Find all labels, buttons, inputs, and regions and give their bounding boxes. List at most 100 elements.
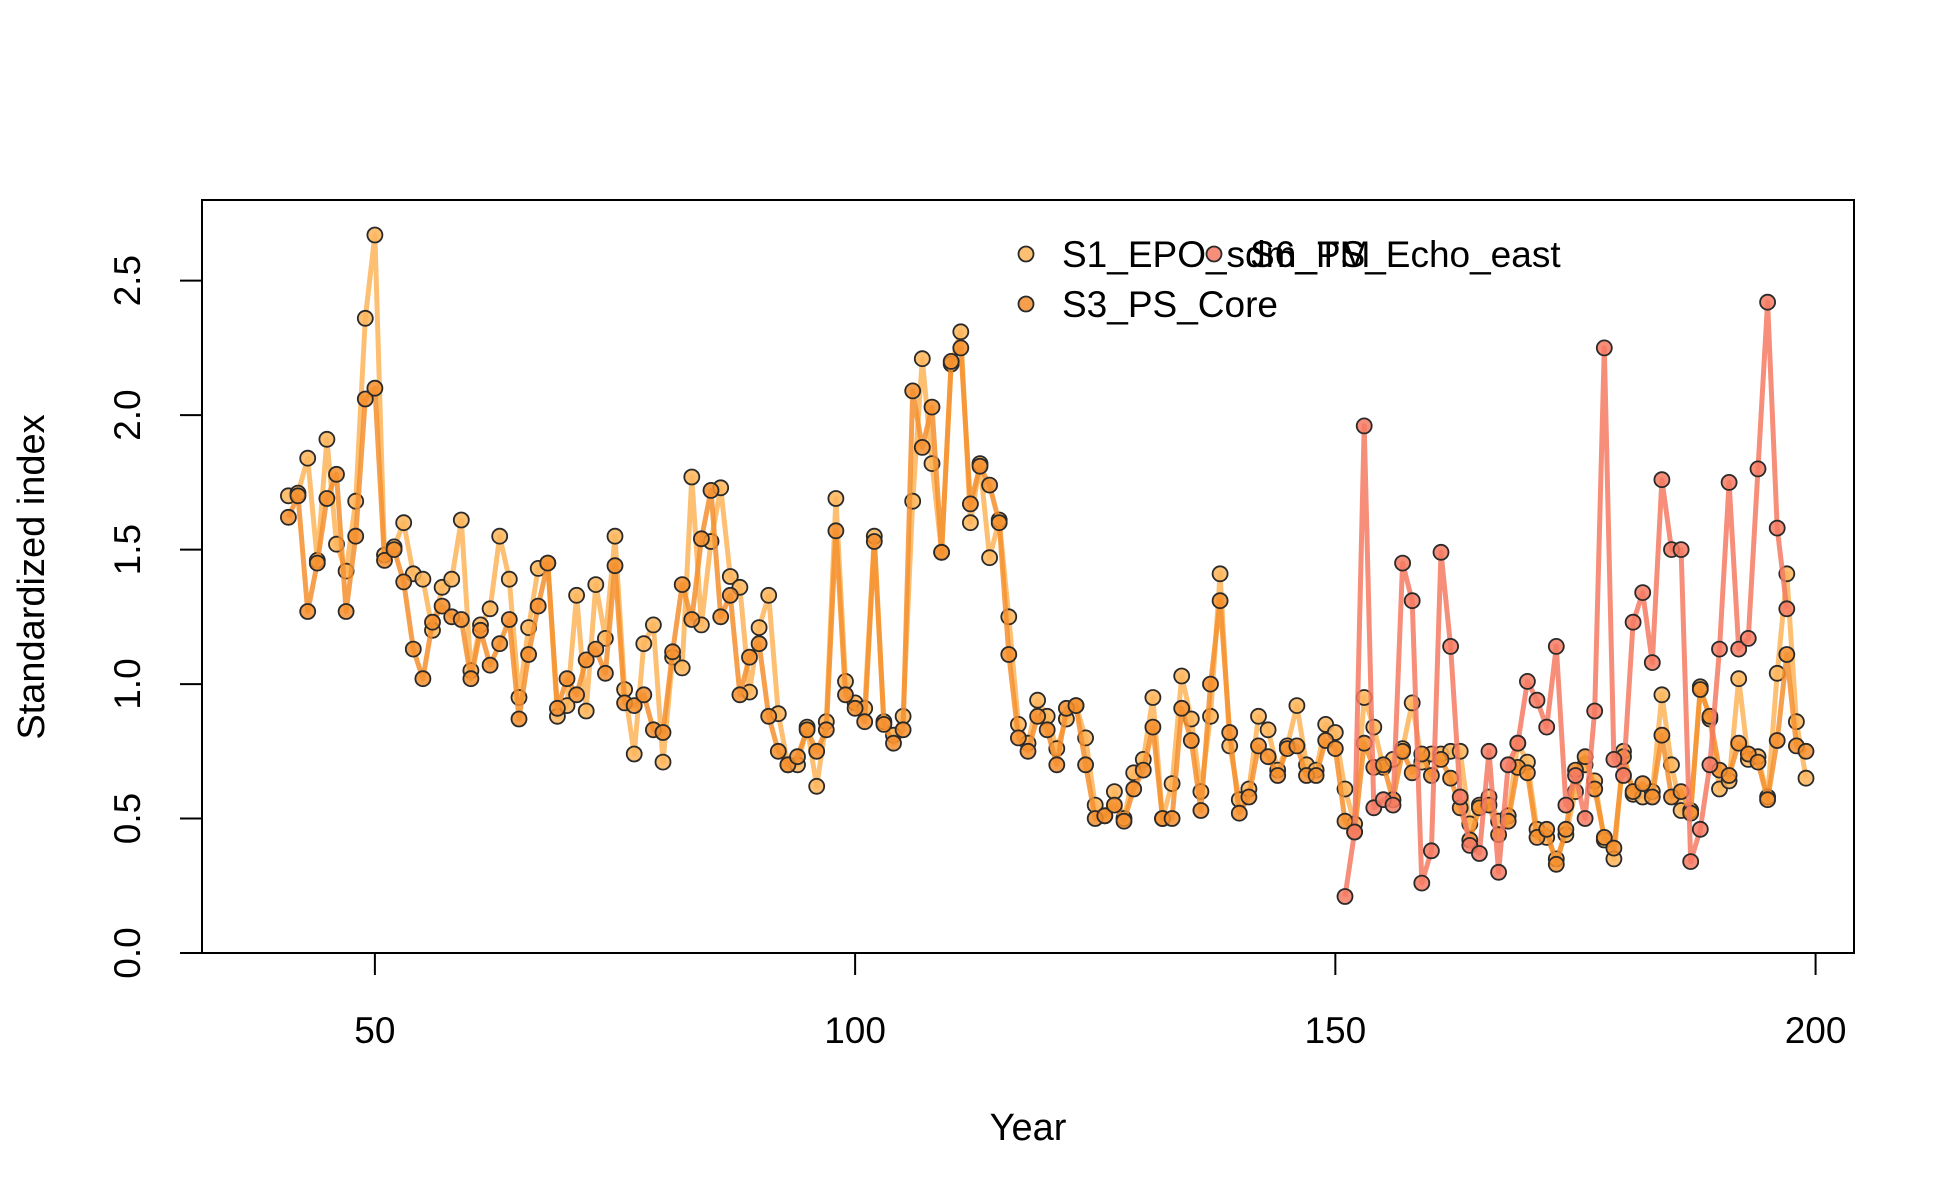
data-point <box>1759 293 1776 311</box>
data-point <box>1720 767 1738 784</box>
data-point <box>308 554 326 572</box>
data-point <box>1528 691 1546 709</box>
data-point <box>395 514 413 532</box>
data-point <box>1682 853 1700 870</box>
data-point <box>481 600 499 618</box>
y-tick-label: 0.0 <box>107 927 148 978</box>
legend-swatch <box>1017 245 1035 263</box>
data-point <box>827 490 845 507</box>
data-point <box>625 745 643 763</box>
data-point <box>299 449 317 467</box>
data-point <box>1490 863 1507 881</box>
data-point <box>385 541 403 558</box>
data-point <box>856 713 874 731</box>
data-point <box>904 382 922 400</box>
data-point <box>587 576 605 593</box>
data-point <box>318 430 336 448</box>
data-point <box>1643 788 1661 806</box>
data-point <box>1749 460 1767 478</box>
data-point <box>760 707 778 725</box>
data-point <box>1519 673 1536 690</box>
data-point <box>846 699 864 717</box>
data-point <box>683 468 701 486</box>
data-point <box>1240 788 1258 806</box>
data-point <box>721 568 739 585</box>
data-point <box>500 570 518 588</box>
data-point <box>481 656 499 674</box>
data-point <box>347 527 365 545</box>
data-point <box>1451 788 1469 806</box>
legend-swatch <box>1017 295 1035 313</box>
data-point <box>1442 638 1459 655</box>
data-point <box>1067 697 1085 714</box>
data-point <box>1077 756 1094 774</box>
data-point <box>1691 681 1709 698</box>
data-point <box>673 659 691 677</box>
data-point <box>1403 592 1421 610</box>
data-point <box>1173 699 1191 717</box>
data-point <box>520 646 537 663</box>
data-point <box>837 686 854 704</box>
data-point <box>318 490 336 507</box>
data-point <box>1471 845 1488 862</box>
data-point <box>491 635 509 653</box>
data-point <box>1778 646 1796 663</box>
data-point <box>1259 748 1277 766</box>
data-point <box>981 549 998 567</box>
data-point <box>1019 742 1037 760</box>
data-point <box>990 514 1008 532</box>
data-point <box>1048 756 1066 774</box>
data-point <box>510 710 528 728</box>
y-tick-label: 1.5 <box>107 524 148 575</box>
data-point <box>568 586 585 604</box>
data-point <box>1106 796 1123 814</box>
data-point <box>933 543 950 561</box>
data-point <box>1355 417 1373 435</box>
data-point <box>750 635 768 653</box>
data-point <box>1010 729 1027 747</box>
data-point <box>1768 732 1786 749</box>
data-point <box>1250 737 1267 755</box>
data-point <box>1029 691 1046 709</box>
data-point <box>789 748 806 766</box>
legend-label: S6_PS_Echo_east <box>1250 234 1561 275</box>
data-point <box>885 734 902 752</box>
data-point <box>1499 756 1517 774</box>
data-point <box>1115 812 1133 830</box>
data-point <box>962 495 979 513</box>
data-point <box>865 533 883 550</box>
data-point <box>414 670 432 688</box>
data-point <box>1000 646 1018 663</box>
data-point <box>1711 640 1728 658</box>
data-point <box>923 398 941 416</box>
data-point <box>981 476 998 494</box>
data-point <box>664 643 681 661</box>
data-point <box>1653 686 1671 704</box>
data-point <box>1672 541 1690 558</box>
data-point <box>1173 667 1191 685</box>
data-point <box>1557 820 1575 838</box>
data-point <box>606 527 624 545</box>
data-point <box>1739 630 1757 647</box>
data-point <box>913 350 931 368</box>
data-point <box>404 640 422 658</box>
data-point <box>808 777 826 795</box>
data-point <box>1134 761 1152 779</box>
data-point <box>1691 820 1709 838</box>
data-point <box>1346 823 1363 841</box>
data-point <box>1576 810 1594 827</box>
data-point <box>452 611 470 628</box>
y-tick-label: 1.0 <box>107 658 148 709</box>
data-point <box>1269 767 1287 784</box>
data-point <box>539 554 557 572</box>
data-point <box>587 640 605 658</box>
data-point <box>798 721 816 739</box>
data-point <box>1653 726 1671 744</box>
data-point <box>1797 769 1815 787</box>
data-point <box>1259 721 1277 739</box>
data-point <box>299 603 317 620</box>
data-point <box>500 611 518 628</box>
data-point <box>356 309 374 327</box>
data-point <box>1029 707 1046 725</box>
